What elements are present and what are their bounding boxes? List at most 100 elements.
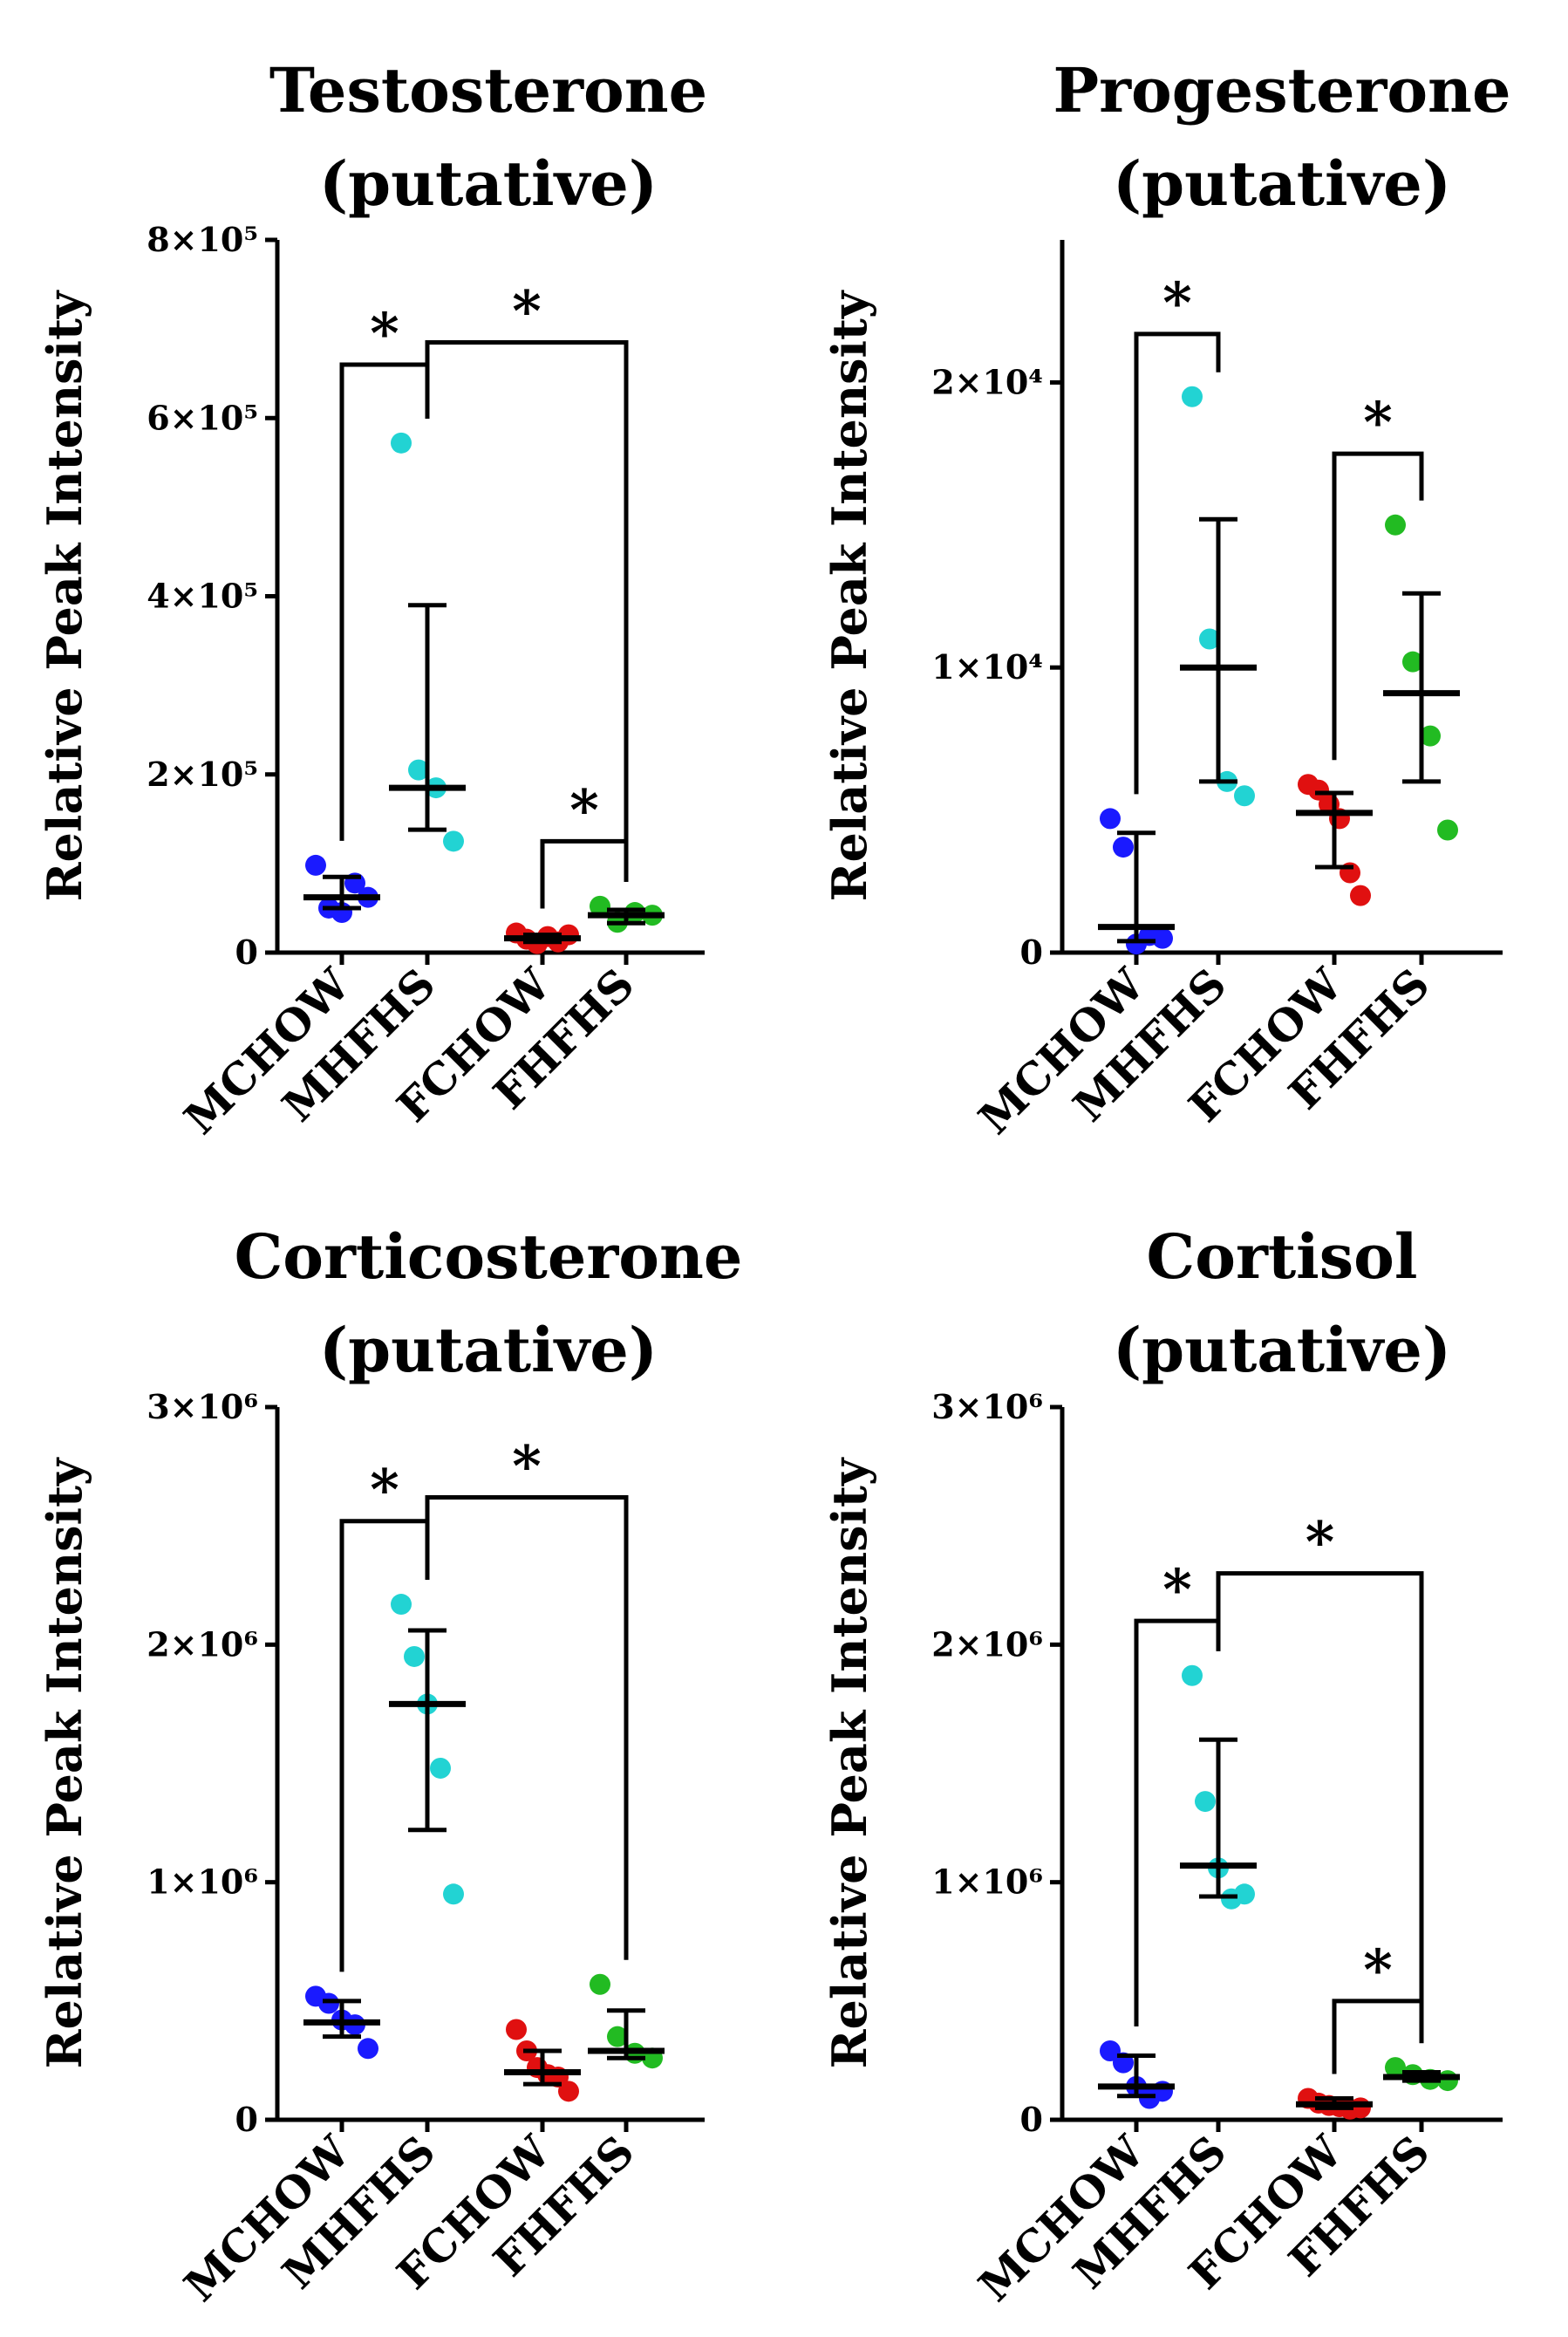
y-tick-label: 0: [235, 933, 258, 972]
y-tick-label: 8×10⁵: [147, 220, 258, 259]
data-point: [1234, 785, 1255, 807]
data-point: [318, 1992, 339, 2014]
data-point: [506, 2019, 527, 2040]
data-point: [1195, 1791, 1216, 1813]
bracket-line: [425, 1494, 629, 1960]
bracket-line: [339, 1519, 430, 1972]
y-tick-label: 6×10⁵: [147, 398, 258, 437]
data-point: [443, 830, 464, 852]
series-fchow: [1296, 2088, 1373, 2120]
chart-subtitle: (putative): [319, 1314, 658, 1386]
chart-title: Progesterone: [1053, 54, 1511, 126]
series-mchow: [303, 1985, 380, 2060]
y-tick-label: 2×10⁶: [147, 1624, 258, 1664]
y-tick-label: 1×10⁶: [147, 1862, 258, 1902]
panel-progesterone: Progesterone (putative) Relative Peak Inte…: [821, 54, 1510, 1145]
significance-star: *: [1162, 1557, 1191, 1623]
data-point: [558, 2081, 579, 2102]
chart-title: Corticosterone: [235, 1220, 743, 1293]
data-point: [1234, 1883, 1255, 1905]
series-mhfhs: [1180, 386, 1257, 807]
data-point: [1182, 386, 1203, 407]
significance-star: *: [1306, 1510, 1334, 1575]
series-mchow: [303, 854, 380, 924]
chart-title: Cortisol: [1147, 1220, 1418, 1293]
series-mhfhs: [389, 432, 466, 852]
series-fchow: [1296, 774, 1373, 906]
data-point: [590, 1973, 610, 1995]
y-axis-label: Relative Peak Intensity: [37, 1457, 92, 2068]
significance-bracket: *: [339, 301, 430, 841]
significance-star: *: [1162, 270, 1191, 336]
series-fhfhs: [1383, 2057, 1460, 2092]
data-point: [1350, 885, 1371, 906]
bracket-line: [1216, 1571, 1424, 2044]
y-tick-label: 0: [1020, 2100, 1043, 2139]
data-point: [408, 759, 429, 781]
data-point: [607, 2026, 628, 2047]
data-point: [443, 1883, 464, 1905]
data-point: [391, 1594, 412, 1616]
data-point: [590, 895, 610, 917]
series-mchow: [1098, 2040, 1175, 2109]
significance-bracket: *: [1216, 1510, 1424, 2044]
significance-star: *: [370, 301, 399, 366]
y-tick-label: 3×10⁶: [931, 1387, 1043, 1426]
chart-subtitle: (putative): [1113, 1314, 1451, 1386]
significance-bracket: *: [1134, 270, 1221, 795]
significance-bracket: *: [425, 278, 629, 882]
data-point: [1152, 927, 1173, 949]
y-tick-label: 2×10⁵: [147, 755, 258, 794]
y-axis-label: Relative Peak Intensity: [821, 290, 877, 901]
bracket-line: [1134, 331, 1221, 795]
significance-star: *: [370, 1458, 399, 1523]
chart-subtitle: (putative): [319, 147, 658, 220]
significance-bracket: *: [1332, 390, 1424, 761]
panel-corticosterone: Corticosterone (putative) Relative Peak In…: [37, 1220, 742, 2312]
significance-star: *: [512, 1433, 541, 1499]
significance-bracket: *: [339, 1458, 430, 1972]
y-tick-label: 0: [235, 2100, 258, 2139]
y-axis-label: Relative Peak Intensity: [37, 290, 92, 901]
significance-bracket: *: [540, 777, 629, 909]
data-point: [1437, 819, 1458, 841]
data-point: [1385, 2057, 1406, 2079]
significance-bracket: *: [425, 1433, 629, 1960]
series-mhfhs: [1180, 1664, 1257, 1910]
bracket-line: [425, 339, 629, 882]
significance-star: *: [512, 278, 541, 344]
bracket-line: [1134, 1618, 1221, 2027]
y-tick-label: 2×10⁴: [931, 362, 1043, 401]
panel-testosterone: Testosterone (putative) Relative Peak Inte…: [37, 54, 707, 1145]
significance-star: *: [1363, 1937, 1392, 2003]
data-point: [1100, 808, 1121, 830]
data-point: [1113, 837, 1134, 858]
y-axis-label: Relative Peak Intensity: [821, 1457, 877, 2068]
series-mhfhs: [389, 1594, 466, 1905]
y-tick-label: 1×10⁴: [931, 647, 1043, 687]
data-point: [1402, 651, 1423, 673]
data-point: [1420, 725, 1441, 747]
y-tick-label: 0: [1020, 933, 1043, 972]
chart-subtitle: (putative): [1113, 147, 1451, 220]
series-fhfhs: [588, 895, 665, 933]
y-tick-label: 3×10⁶: [147, 1387, 258, 1426]
bracket-line: [1332, 1999, 1424, 2074]
series-fhfhs: [1383, 514, 1460, 841]
data-point: [305, 854, 326, 876]
data-point: [404, 1645, 425, 1667]
y-tick-label: 4×10⁵: [147, 577, 258, 616]
bracket-line: [540, 838, 629, 909]
y-tick-label: 1×10⁶: [931, 1862, 1043, 1902]
significance-star: *: [569, 777, 598, 843]
data-point: [430, 1757, 451, 1779]
bracket-line: [1332, 451, 1424, 761]
data-point: [391, 432, 412, 454]
data-point: [1182, 1664, 1203, 1686]
significance-star: *: [1363, 390, 1392, 455]
chart-title: Testosterone: [269, 54, 707, 126]
y-tick-label: 2×10⁶: [931, 1624, 1043, 1664]
series-fchow: [504, 922, 581, 954]
